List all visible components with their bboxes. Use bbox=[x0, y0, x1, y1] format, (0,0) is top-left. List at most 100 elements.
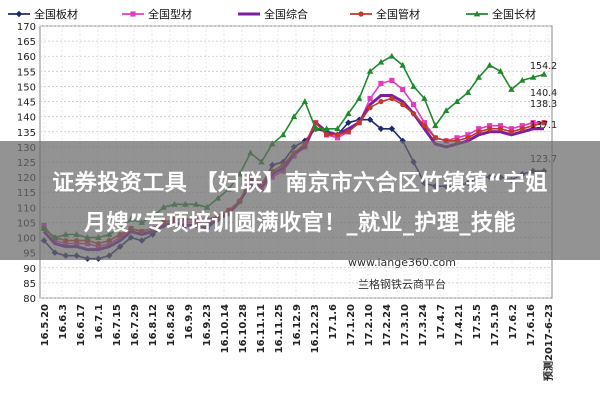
x-tick-label: 16.7.15 bbox=[112, 304, 123, 346]
data-point bbox=[432, 122, 439, 129]
data-point bbox=[421, 120, 428, 126]
data-point bbox=[464, 89, 472, 95]
banner-title-line-1[interactable]: 证券投资工具 【妇联】南京市六合区竹镇镇“宁姐 bbox=[52, 171, 548, 196]
data-point bbox=[130, 11, 136, 17]
data-point bbox=[378, 98, 384, 105]
data-point bbox=[378, 80, 384, 87]
data-point bbox=[519, 123, 525, 129]
y-tick-label: 150 bbox=[17, 82, 36, 93]
data-point bbox=[486, 61, 493, 68]
data-point bbox=[290, 113, 298, 120]
data-point bbox=[497, 126, 504, 132]
end-value-annotation: 154.2 bbox=[530, 61, 557, 72]
x-tick-label: 17.1.20 bbox=[346, 304, 357, 346]
data-point bbox=[421, 123, 428, 129]
data-point bbox=[487, 123, 493, 129]
data-point bbox=[324, 132, 330, 138]
legend-label: 全国型材 bbox=[148, 7, 192, 21]
data-point bbox=[530, 123, 536, 129]
x-tick-label: 16.6.17 bbox=[76, 304, 87, 346]
legend-label: 全国综合 bbox=[264, 7, 308, 21]
x-tick-label: 16.8.26 bbox=[166, 304, 177, 346]
x-tick-label: 预测2017-6-23 bbox=[542, 304, 555, 381]
y-tick-label: 145 bbox=[17, 98, 36, 109]
data-point bbox=[497, 67, 504, 74]
x-tick-label: 16.5.20 bbox=[40, 304, 51, 346]
x-tick-label: 17.6.2 bbox=[508, 304, 519, 339]
x-tick-label: 16.7.1 bbox=[94, 304, 105, 339]
end-value-annotation: 137.1 bbox=[530, 120, 557, 131]
data-point bbox=[410, 111, 417, 117]
data-point bbox=[345, 129, 351, 135]
data-point bbox=[15, 10, 23, 18]
data-point bbox=[367, 105, 373, 111]
data-point bbox=[399, 61, 406, 68]
data-point bbox=[410, 83, 417, 89]
watermark-name: 兰格钢铁云商平台 bbox=[358, 277, 446, 291]
x-tick-label: 16.11.11 bbox=[256, 304, 267, 353]
x-tick-label: 17.3.24 bbox=[418, 304, 429, 346]
data-point bbox=[473, 10, 481, 17]
data-point bbox=[508, 129, 514, 135]
data-point bbox=[508, 86, 515, 92]
legend-label: 全国长材 bbox=[492, 7, 536, 21]
data-point bbox=[508, 126, 514, 132]
x-tick-label: 16.12.9 bbox=[292, 304, 303, 346]
data-point bbox=[356, 120, 362, 126]
x-tick-label: 16.10.28 bbox=[238, 304, 249, 353]
x-tick-label: 17.4.7 bbox=[436, 304, 447, 339]
banner-title-line-2[interactable]: 月嫂”专项培训圆满收官！_就业_护理_技能 bbox=[84, 211, 516, 236]
data-point bbox=[323, 125, 330, 132]
y-tick-label: 160 bbox=[17, 52, 36, 63]
data-point bbox=[366, 116, 374, 123]
y-tick-label: 140 bbox=[17, 113, 36, 124]
y-tick-label: 90 bbox=[23, 264, 36, 275]
data-point bbox=[476, 126, 482, 132]
data-point bbox=[377, 125, 385, 132]
data-point bbox=[388, 52, 396, 59]
data-point bbox=[465, 132, 471, 138]
x-tick-label: 17.6.16 bbox=[526, 304, 537, 346]
x-tick-label: 16.10.14 bbox=[220, 304, 231, 353]
data-point bbox=[366, 67, 374, 74]
data-point bbox=[519, 77, 526, 83]
data-point bbox=[400, 101, 406, 108]
legend-label: 全国管材 bbox=[376, 7, 420, 21]
data-point bbox=[432, 135, 438, 141]
x-tick-label: 16.8.12 bbox=[148, 304, 159, 346]
x-tick-label: 17.2.10 bbox=[364, 304, 375, 346]
data-point bbox=[334, 125, 341, 132]
y-tick-label: 80 bbox=[23, 294, 36, 305]
x-tick-label: 17.5.19 bbox=[490, 304, 501, 346]
data-point bbox=[334, 132, 341, 138]
data-point bbox=[389, 95, 395, 102]
x-tick-label: 17.2.24 bbox=[382, 304, 393, 346]
x-tick-label: 16.12.23 bbox=[310, 304, 321, 353]
data-point bbox=[541, 120, 547, 126]
x-tick-label: 16.6.3 bbox=[58, 304, 69, 339]
x-tick-label: 16.11.25 bbox=[274, 304, 285, 353]
data-point bbox=[345, 119, 352, 126]
data-point bbox=[312, 125, 319, 132]
data-point bbox=[410, 101, 417, 108]
data-point bbox=[476, 129, 482, 135]
data-point bbox=[356, 95, 363, 101]
data-point bbox=[529, 73, 537, 80]
data-point bbox=[388, 125, 396, 132]
x-tick-label: 17.3.10 bbox=[400, 304, 411, 346]
data-point bbox=[301, 98, 309, 104]
data-point bbox=[358, 11, 364, 17]
y-tick-label: 155 bbox=[17, 67, 36, 78]
data-point bbox=[519, 126, 525, 132]
data-point bbox=[345, 110, 352, 117]
article-banner-overlay[interactable]: 证券投资工具 【妇联】南京市六合区竹镇镇“宁姐 月嫂”专项培训圆满收官！_就业_… bbox=[0, 141, 600, 260]
y-tick-label: 85 bbox=[23, 279, 36, 290]
data-point bbox=[465, 135, 471, 141]
x-tick-label: 16.9.9 bbox=[184, 304, 195, 339]
x-tick-label: 17.5.5 bbox=[472, 304, 483, 339]
data-point bbox=[389, 77, 395, 83]
x-tick-label: 17.1.6 bbox=[328, 304, 339, 339]
end-value-annotation: 138.3 bbox=[530, 99, 557, 110]
x-tick-label: 16.7.29 bbox=[130, 304, 141, 346]
data-point bbox=[497, 123, 504, 129]
